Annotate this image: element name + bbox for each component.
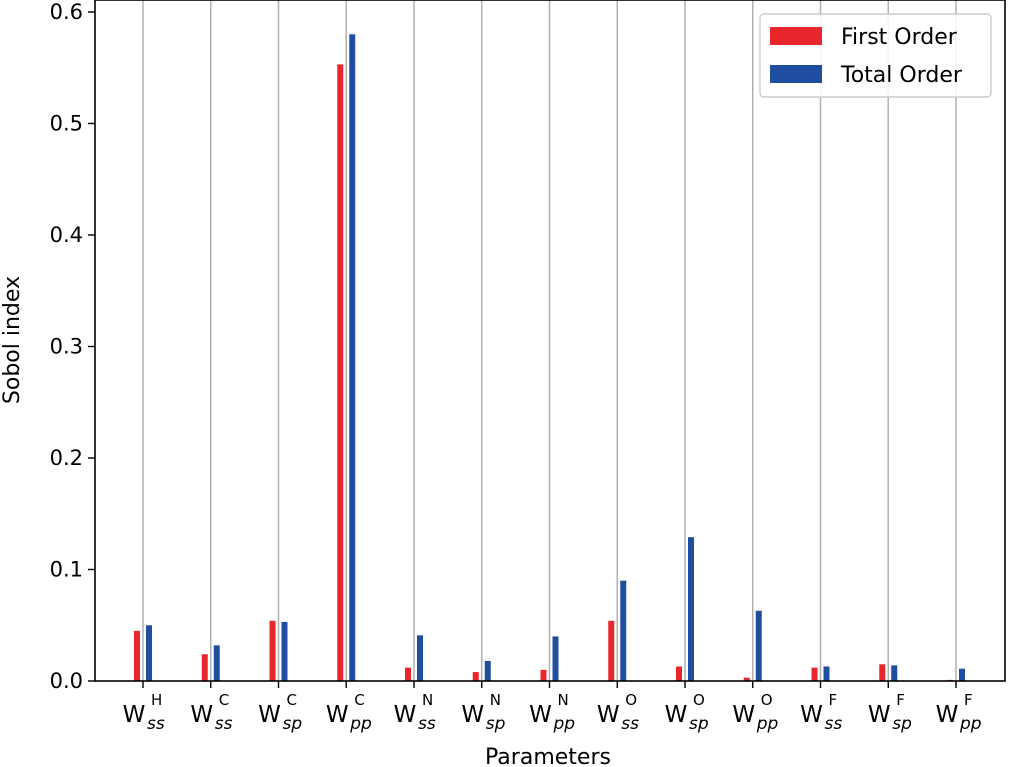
x-tick-label-superscript: F	[896, 691, 905, 709]
legend-label: First Order	[841, 25, 958, 50]
bar-first-order	[405, 667, 411, 681]
x-tick-label-base: W	[394, 702, 417, 728]
x-tick-label-superscript: C	[287, 691, 297, 709]
bars	[134, 34, 965, 682]
bar-first-order	[608, 620, 615, 681]
legend-label: Total Order	[840, 63, 963, 88]
x-tick-label-subscript: ss	[418, 714, 436, 734]
x-tick-label-base: W	[258, 702, 281, 728]
x-tick-label-subscript: ss	[825, 714, 843, 734]
y-tick-label: 0.3	[50, 335, 83, 359]
bar-total-order	[349, 34, 356, 682]
bar-total-order	[688, 537, 694, 681]
bar-total-order	[417, 635, 423, 681]
x-tick-label-superscript: C	[219, 691, 229, 709]
bar-total-order	[281, 621, 288, 681]
x-tick-label-base: W	[529, 702, 552, 728]
x-tick-label-superscript: O	[625, 691, 637, 709]
x-tick-label-superscript: O	[693, 691, 705, 709]
bar-total-order	[891, 665, 898, 681]
x-tick-label-subscript: sp	[689, 714, 709, 734]
x-tick-label-superscript: C	[354, 691, 364, 709]
x-axis-label: Parameters	[485, 745, 611, 767]
x-tick-label-base: W	[936, 702, 959, 728]
x-tick-label-superscript: N	[422, 691, 433, 709]
legend: First Order Total Order	[759, 13, 992, 98]
y-axis-label: Sobol index	[0, 276, 25, 404]
bar-total-order	[484, 660, 491, 681]
bar-first-order	[879, 664, 886, 681]
bar-first-order	[269, 620, 276, 681]
bar-total-order	[213, 645, 220, 681]
x-tick-label-subscript: pp	[959, 714, 982, 734]
legend-swatch	[770, 65, 822, 83]
x-tick-label-base: W	[665, 702, 688, 728]
y-tick-label: 0.4	[50, 223, 83, 247]
x-tick-label-subscript: ss	[147, 714, 165, 734]
x-tick-label-base: W	[123, 702, 146, 728]
bar-first-order	[472, 672, 479, 681]
x-tick-label-superscript: H	[151, 691, 162, 709]
bar-total-order	[146, 625, 152, 681]
x-tick-label-base: W	[732, 702, 755, 728]
bar-first-order	[676, 666, 682, 681]
y-tick-label: 0.5	[50, 112, 83, 136]
y-tick-label: 0.6	[50, 0, 83, 24]
legend-swatch	[770, 27, 822, 45]
x-tick-label-superscript: N	[490, 691, 501, 709]
x-tick-label-subscript: ss	[215, 714, 233, 734]
y-axis: 0.0 0.1 0.2 0.3 0.4 0.5 0.6	[50, 0, 95, 693]
x-tick-label-base: W	[800, 702, 823, 728]
bar-first-order	[337, 64, 344, 681]
bar-total-order	[823, 666, 830, 681]
bar-first-order	[134, 630, 140, 681]
y-tick-label: 0.1	[50, 558, 83, 582]
x-tick-label-subscript: ss	[621, 714, 639, 734]
x-tick-label-base: W	[597, 702, 620, 728]
x-tick-label-superscript: F	[964, 691, 973, 709]
y-tick-label: 0.2	[50, 446, 83, 470]
bar-first-order	[743, 677, 750, 681]
x-tick-label-superscript: O	[761, 691, 773, 709]
x-tick-label-base: W	[190, 702, 213, 728]
x-tick-label-subscript: pp	[756, 714, 779, 734]
x-tick-label-subscript: pp	[553, 714, 576, 734]
x-tick-label-subscript: sp	[283, 714, 303, 734]
x-tick-label-subscript: pp	[349, 714, 372, 734]
bar-first-order	[811, 667, 818, 681]
bar-total-order	[552, 636, 559, 681]
bar-total-order	[755, 610, 762, 681]
bar-first-order	[201, 654, 208, 681]
bar-total-order	[620, 580, 627, 681]
x-tick-label-superscript: N	[558, 691, 569, 709]
x-tick-label-base: W	[326, 702, 349, 728]
x-tick-label-base: W	[868, 702, 891, 728]
x-tick-label-superscript: F	[829, 691, 838, 709]
x-tick-label-subscript: sp	[892, 714, 912, 734]
bar-first-order	[540, 669, 547, 681]
x-tick-label-base: W	[461, 702, 484, 728]
x-tick-label-subscript: sp	[486, 714, 506, 734]
y-tick-label: 0.0	[50, 669, 83, 693]
grid-lines	[142, 0, 957, 681]
bar-total-order	[959, 668, 965, 681]
